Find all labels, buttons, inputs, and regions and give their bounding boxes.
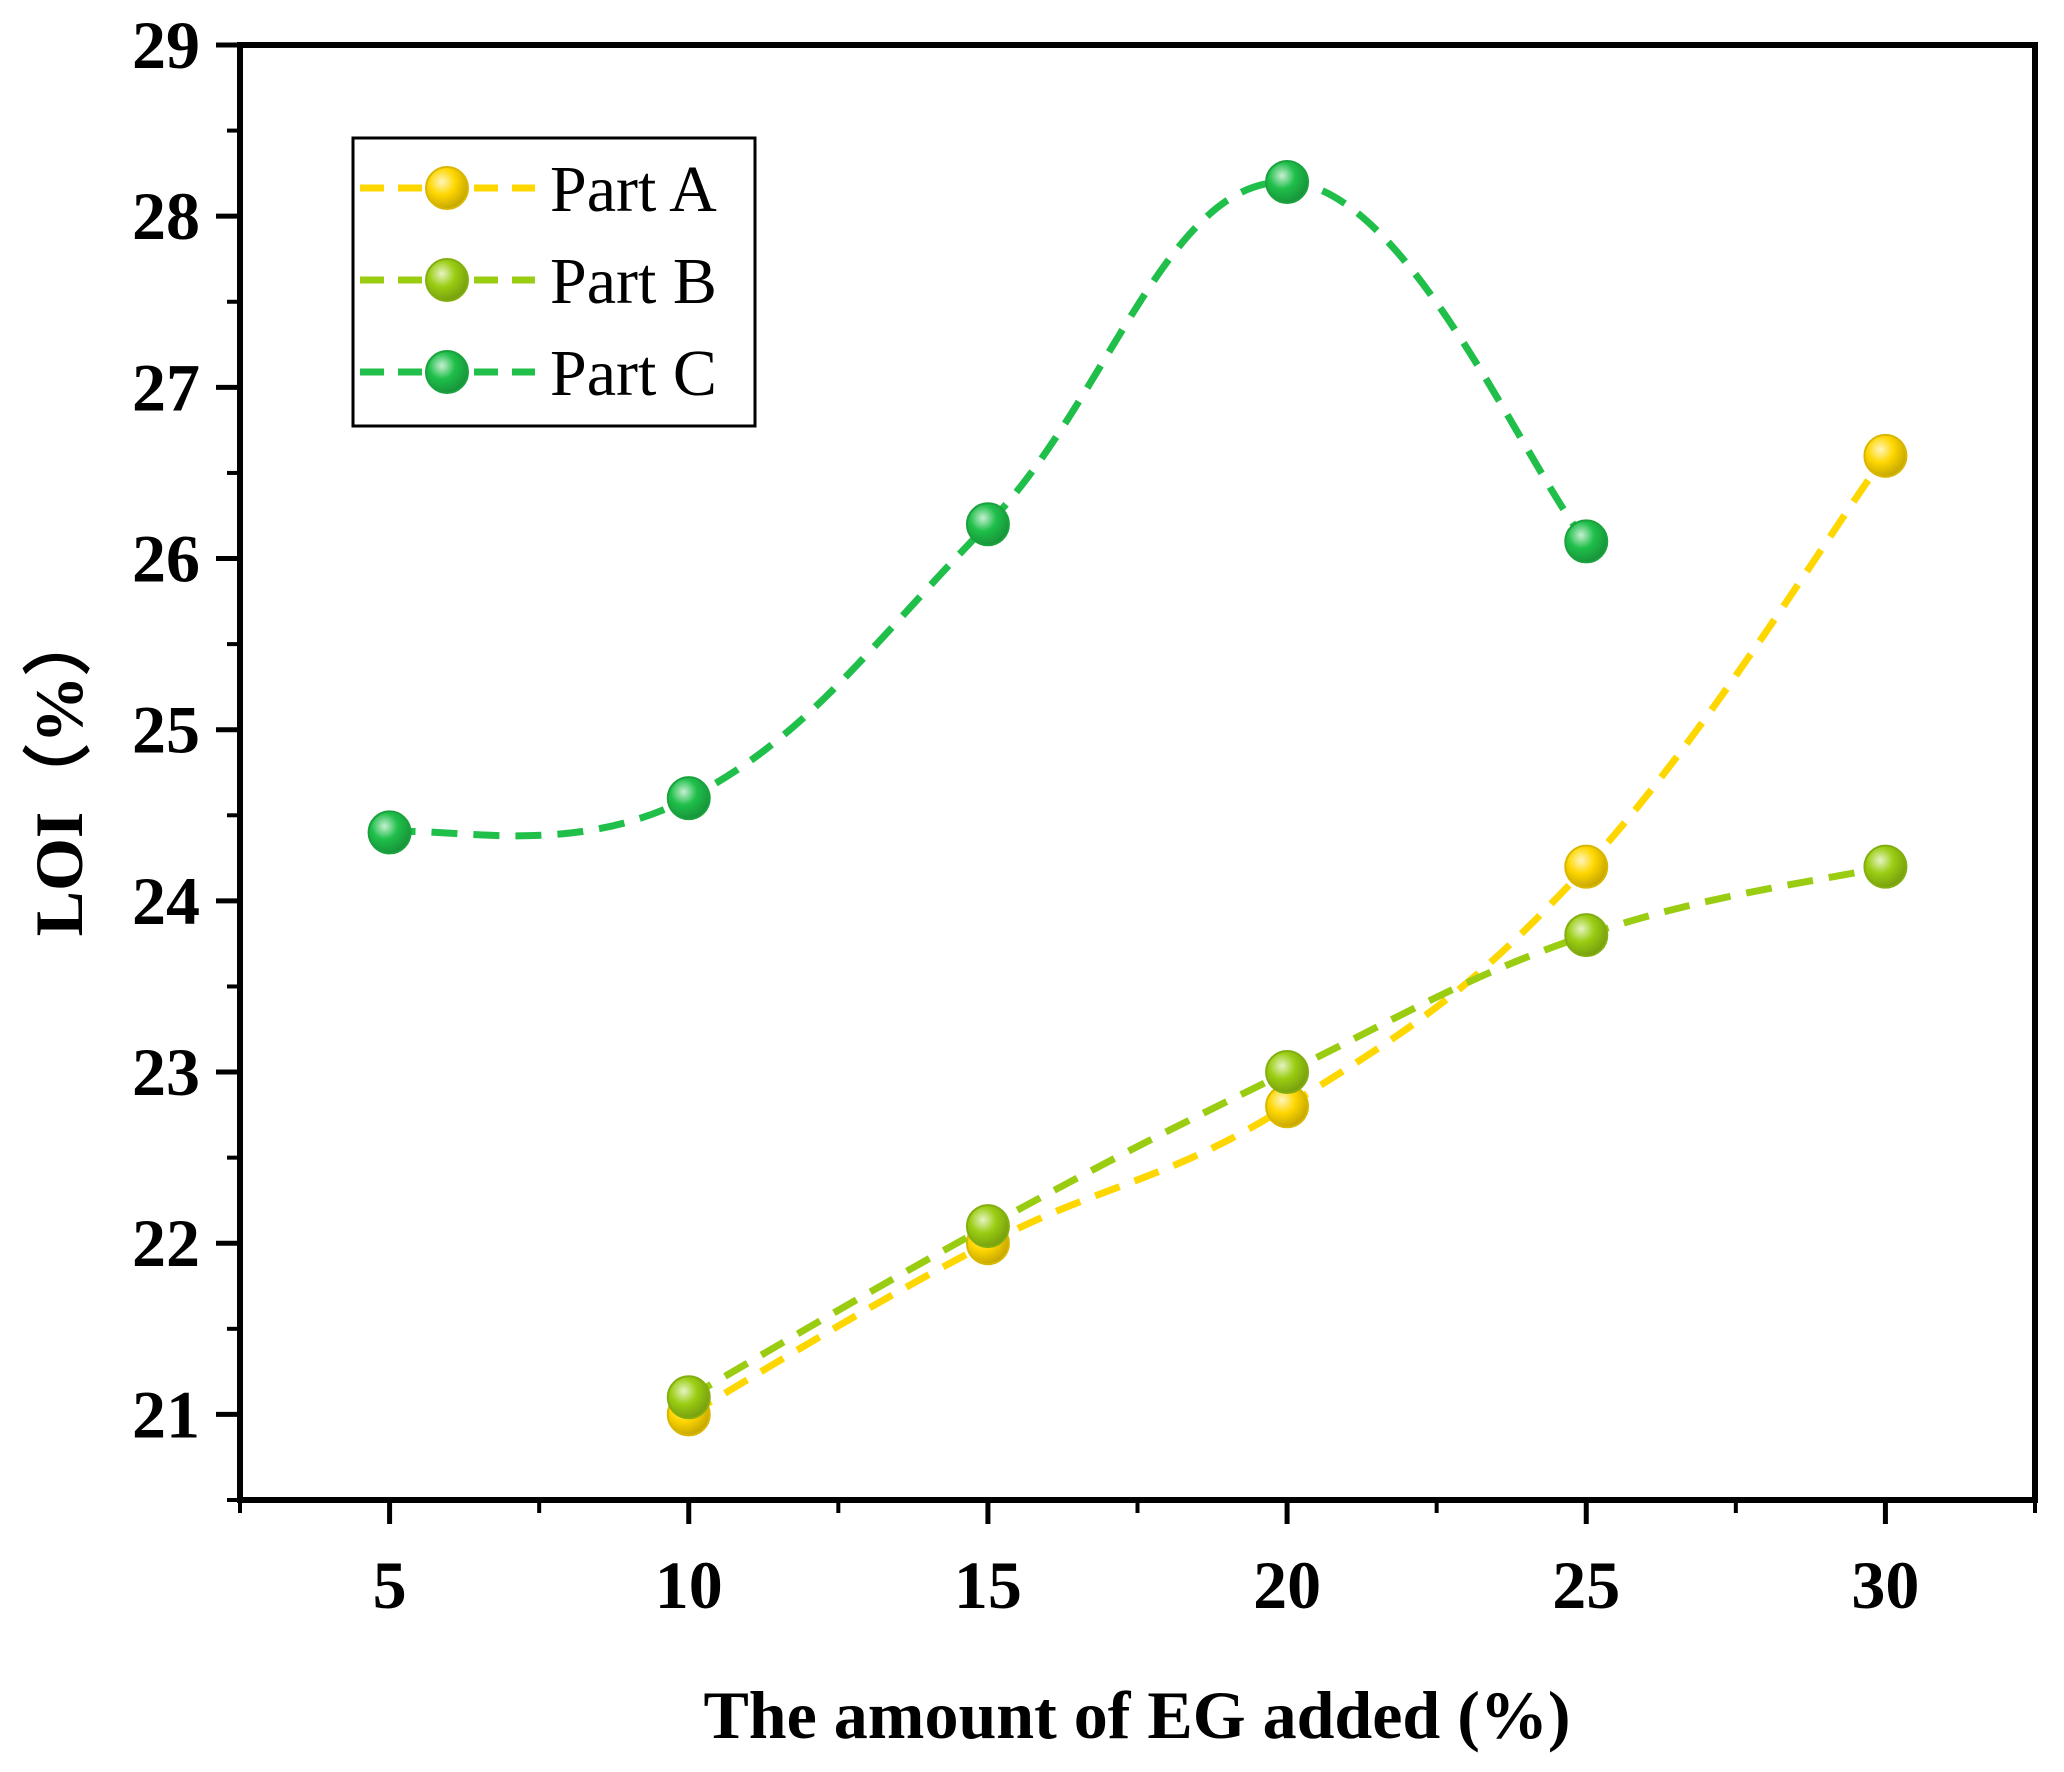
series-part-a bbox=[666, 433, 1908, 1437]
legend-marker bbox=[425, 166, 469, 210]
legend-entry: Part B bbox=[360, 245, 717, 318]
data-point bbox=[1564, 519, 1609, 564]
legend-marker bbox=[425, 350, 469, 394]
series-layer bbox=[367, 159, 1908, 1437]
series-line bbox=[389, 178, 1589, 840]
series-part-c bbox=[367, 159, 1609, 855]
y-axis: 21 22 23 24 25 26 27 28 29 bbox=[132, 7, 240, 1502]
x-tick-label: 30 bbox=[1851, 1547, 1919, 1623]
y-axis-title: LOI（%） bbox=[21, 608, 97, 937]
data-point bbox=[1863, 433, 1908, 478]
x-tick-label: 5 bbox=[373, 1547, 407, 1623]
y-tick-label: 26 bbox=[132, 521, 200, 597]
y-tick-label: 24 bbox=[132, 863, 200, 939]
data-point bbox=[1265, 1050, 1310, 1095]
data-point bbox=[965, 502, 1010, 547]
y-tick-label: 29 bbox=[132, 7, 200, 83]
x-axis-title: The amount of EG added (%) bbox=[703, 1677, 1570, 1753]
y-tick-label: 25 bbox=[132, 692, 200, 768]
data-point bbox=[666, 776, 711, 821]
x-tick-label: 10 bbox=[655, 1547, 723, 1623]
legend: Part A Part B Part C bbox=[351, 136, 757, 428]
series-line bbox=[687, 863, 1887, 1401]
legend-entry: Part A bbox=[360, 153, 717, 226]
x-tick-label: 20 bbox=[1253, 1547, 1321, 1623]
data-point bbox=[1564, 844, 1609, 889]
y-tick-label: 23 bbox=[132, 1034, 200, 1110]
y-tick-label: 22 bbox=[132, 1205, 200, 1281]
data-point bbox=[666, 1375, 711, 1420]
legend-entry: Part C bbox=[360, 337, 717, 410]
data-point bbox=[1265, 159, 1310, 204]
legend-label: Part A bbox=[550, 153, 717, 226]
series-line bbox=[687, 453, 1889, 1418]
x-tick-label: 15 bbox=[954, 1547, 1022, 1623]
x-tick-label: 25 bbox=[1552, 1547, 1620, 1623]
y-tick-label: 27 bbox=[132, 349, 200, 425]
x-axis: 5 10 15 20 25 30 bbox=[238, 1500, 2037, 1623]
data-point bbox=[1564, 913, 1609, 958]
data-point bbox=[965, 1204, 1010, 1249]
series-part-b bbox=[666, 844, 1908, 1420]
data-point bbox=[367, 810, 412, 855]
legend-label: Part C bbox=[550, 337, 717, 410]
y-tick-label: 21 bbox=[132, 1376, 200, 1452]
data-point bbox=[1863, 844, 1908, 889]
legend-marker bbox=[425, 258, 469, 302]
legend-label: Part B bbox=[550, 245, 717, 318]
y-tick-label: 28 bbox=[132, 178, 200, 254]
